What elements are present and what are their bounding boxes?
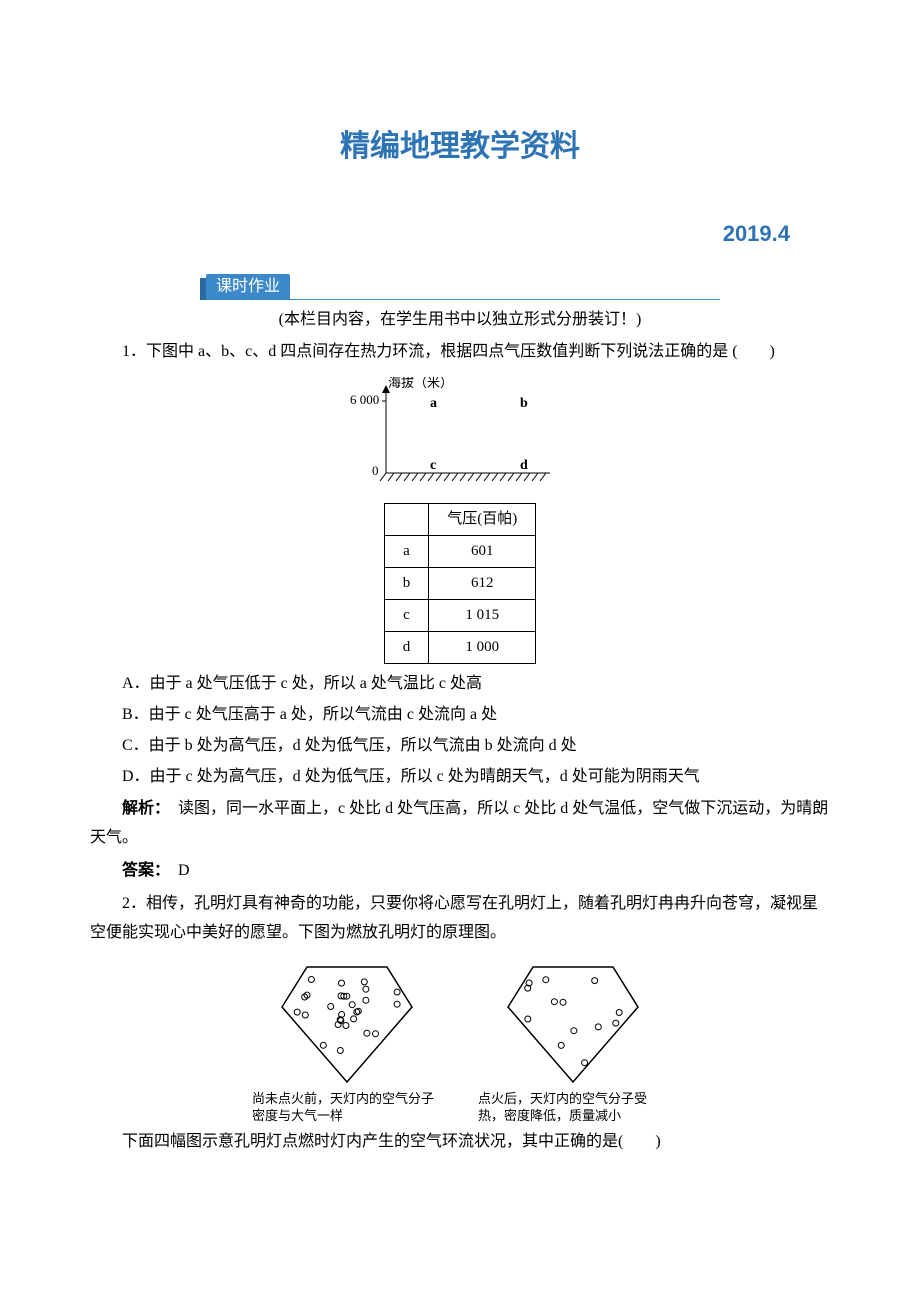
section-underline — [290, 299, 720, 300]
lantern-left-block: 尚未点火前，天灯内的空气分子密度与大气一样 — [252, 957, 442, 1124]
analysis-text: 读图，同一水平面上，c 处比 d 处气压高，所以 c 处比 d 处气温低，空气做… — [90, 800, 828, 846]
lantern-left-svg — [272, 957, 422, 1087]
pt-r1c0: b — [384, 568, 429, 600]
axis-ylabel: 海拔（米） — [388, 377, 453, 390]
q1-stem: 1．下图中 a、b、c、d 四点间存在热力环流，根据四点气压数值判断下列说法正确… — [90, 338, 830, 367]
pt-c: c — [430, 458, 436, 473]
section-header: 课时作业 — [200, 274, 720, 300]
answer-label: 答案： — [122, 862, 162, 879]
q1-opt-a: A．由于 a 处气压低于 c 处，所以 a 处气温比 c 处高 — [90, 670, 830, 699]
axis-ybottom: 0 — [372, 463, 379, 478]
q2-stem: 2．相传，孔明灯具有神奇的功能，只要你将心愿写在孔明灯上，随着孔明灯冉冉升向苍穹… — [90, 890, 830, 948]
section-tab: 课时作业 — [206, 274, 290, 299]
page-date: 2019.4 — [90, 214, 830, 254]
pt-head: 气压(百帕) — [429, 504, 536, 536]
q1-opt-c: C．由于 b 处为高气压，d 处为低气压，所以气流由 b 处流向 d 处 — [90, 732, 830, 761]
q1-analysis: 解析： 读图，同一水平面上，c 处比 d 处气压高，所以 c 处比 d 处气温低… — [90, 795, 830, 853]
q1-opt-b: B．由于 c 处气压高于 a 处，所以气流由 c 处流向 a 处 — [90, 701, 830, 730]
pt-blank — [384, 504, 429, 536]
lantern-left-caption: 尚未点火前，天灯内的空气分子密度与大气一样 — [252, 1091, 442, 1124]
q1-axis-svg: 海拔（米） 6 000 0 a b c d — [350, 377, 570, 497]
q1-figure: 海拔（米） 6 000 0 a b c d — [90, 377, 830, 497]
pt-r1c1: 612 — [429, 568, 536, 600]
q2-lantern-row: 尚未点火前，天灯内的空气分子密度与大气一样 点火后，天灯内的空气分子受热，密度降… — [90, 957, 830, 1124]
pt-r3c0: d — [384, 632, 429, 664]
lantern-right-svg — [498, 957, 648, 1087]
pt-r2c1: 1 015 — [429, 600, 536, 632]
pt-r0c0: a — [384, 536, 429, 568]
page-main-title: 精编地理教学资料 — [90, 120, 830, 174]
q1-answer: 答案： D — [90, 857, 830, 886]
pt-b: b — [520, 396, 528, 411]
analysis-label: 解析： — [122, 800, 162, 817]
q1-opt-d: D．由于 c 处为高气压，d 处为低气压，所以 c 处为晴朗天气，d 处可能为阴… — [90, 763, 830, 792]
lantern-right-caption: 点火后，天灯内的空气分子受热，密度降低，质量减小 — [478, 1091, 668, 1124]
answer-value: D — [162, 862, 190, 879]
lantern-right-block: 点火后，天灯内的空气分子受热，密度降低，质量减小 — [478, 957, 668, 1124]
pt-d: d — [520, 458, 528, 473]
q2-follow: 下面四幅图示意孔明灯点燃时灯内产生的空气环流状况，其中正确的是( ) — [90, 1128, 830, 1157]
pt-r3c1: 1 000 — [429, 632, 536, 664]
pt-a: a — [430, 396, 437, 411]
pt-r2c0: c — [384, 600, 429, 632]
intro-note: (本栏目内容，在学生用书中以独立形式分册装订！) — [90, 306, 830, 335]
pt-r0c1: 601 — [429, 536, 536, 568]
axis-ytop: 6 000 — [350, 392, 379, 407]
q1-pressure-table: 气压(百帕) a601 b612 c1 015 d1 000 — [384, 503, 537, 664]
